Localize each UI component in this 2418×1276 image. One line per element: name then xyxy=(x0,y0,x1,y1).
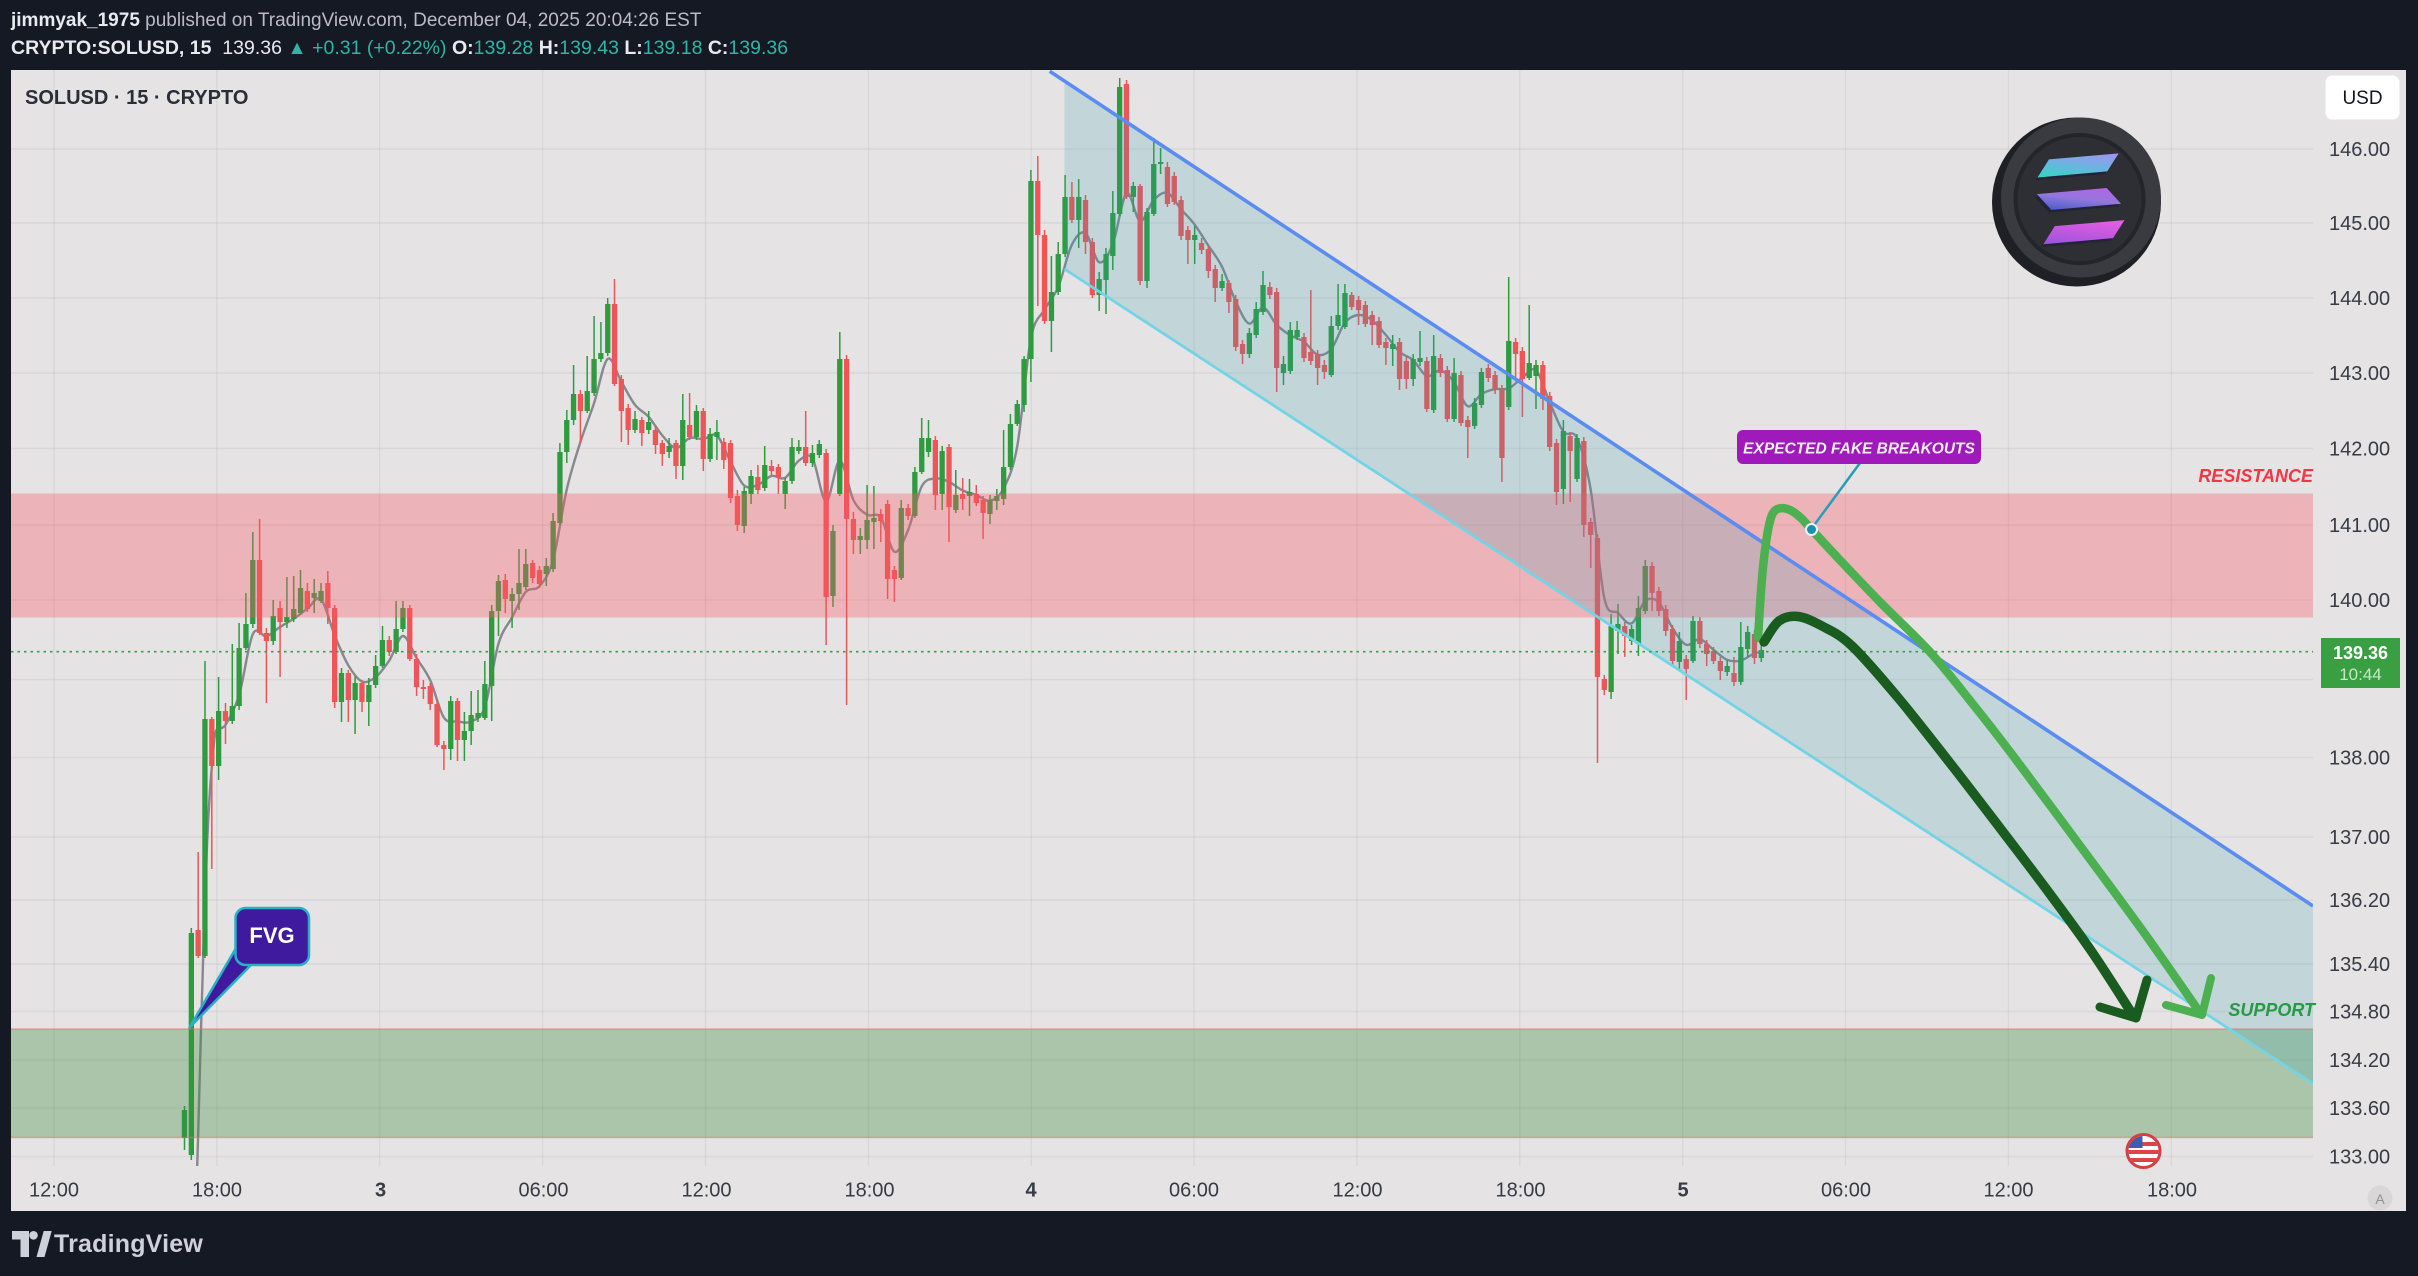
svg-text:FVG: FVG xyxy=(249,923,294,948)
svg-text:139.36: 139.36 xyxy=(2333,643,2388,663)
svg-text:06:00: 06:00 xyxy=(1169,1180,1219,1202)
svg-text:12:00: 12:00 xyxy=(681,1180,731,1202)
svg-text:5: 5 xyxy=(1677,1180,1688,1202)
svg-text:18:00: 18:00 xyxy=(1495,1180,1545,1202)
svg-text:133.00: 133.00 xyxy=(2329,1147,2390,1169)
svg-text:18:00: 18:00 xyxy=(192,1180,242,1202)
svg-text:RESISTANCE: RESISTANCE xyxy=(2198,466,2314,486)
svg-text:12:00: 12:00 xyxy=(29,1180,79,1202)
svg-text:136.20: 136.20 xyxy=(2329,890,2390,912)
svg-text:18:00: 18:00 xyxy=(844,1180,894,1202)
svg-text:18:00: 18:00 xyxy=(2147,1180,2197,1202)
svg-text:143.00: 143.00 xyxy=(2329,363,2390,385)
svg-text:145.00: 145.00 xyxy=(2329,213,2390,235)
svg-text:146.00: 146.00 xyxy=(2329,139,2390,161)
svg-text:A: A xyxy=(2375,1191,2385,1207)
svg-text:134.80: 134.80 xyxy=(2329,1002,2390,1024)
svg-text:141.00: 141.00 xyxy=(2329,515,2390,537)
svg-text:137.00: 137.00 xyxy=(2329,827,2390,849)
svg-text:142.00: 142.00 xyxy=(2329,439,2390,461)
svg-text:140.00: 140.00 xyxy=(2329,590,2390,612)
svg-text:3: 3 xyxy=(375,1180,386,1202)
svg-text:USD: USD xyxy=(2342,88,2382,109)
svg-text:4: 4 xyxy=(1025,1180,1037,1202)
svg-text:SUPPORT: SUPPORT xyxy=(2228,1000,2317,1020)
svg-text:144.00: 144.00 xyxy=(2329,288,2390,310)
svg-text:SOLUSD · 15 · CRYPTO: SOLUSD · 15 · CRYPTO xyxy=(25,87,248,109)
svg-text:134.20: 134.20 xyxy=(2329,1050,2390,1072)
svg-text:133.60: 133.60 xyxy=(2329,1098,2390,1120)
svg-text:12:00: 12:00 xyxy=(1983,1180,2033,1202)
svg-text:135.40: 135.40 xyxy=(2329,954,2390,976)
svg-text:10:44: 10:44 xyxy=(2339,665,2382,684)
svg-text:EXPECTED FAKE BREAKOUTS: EXPECTED FAKE BREAKOUTS xyxy=(1743,441,1975,458)
svg-text:138.00: 138.00 xyxy=(2329,748,2390,770)
svg-text:12:00: 12:00 xyxy=(1332,1180,1382,1202)
svg-text:06:00: 06:00 xyxy=(1821,1180,1871,1202)
svg-text:TradingView: TradingView xyxy=(54,1230,203,1258)
svg-text:06:00: 06:00 xyxy=(518,1180,568,1202)
